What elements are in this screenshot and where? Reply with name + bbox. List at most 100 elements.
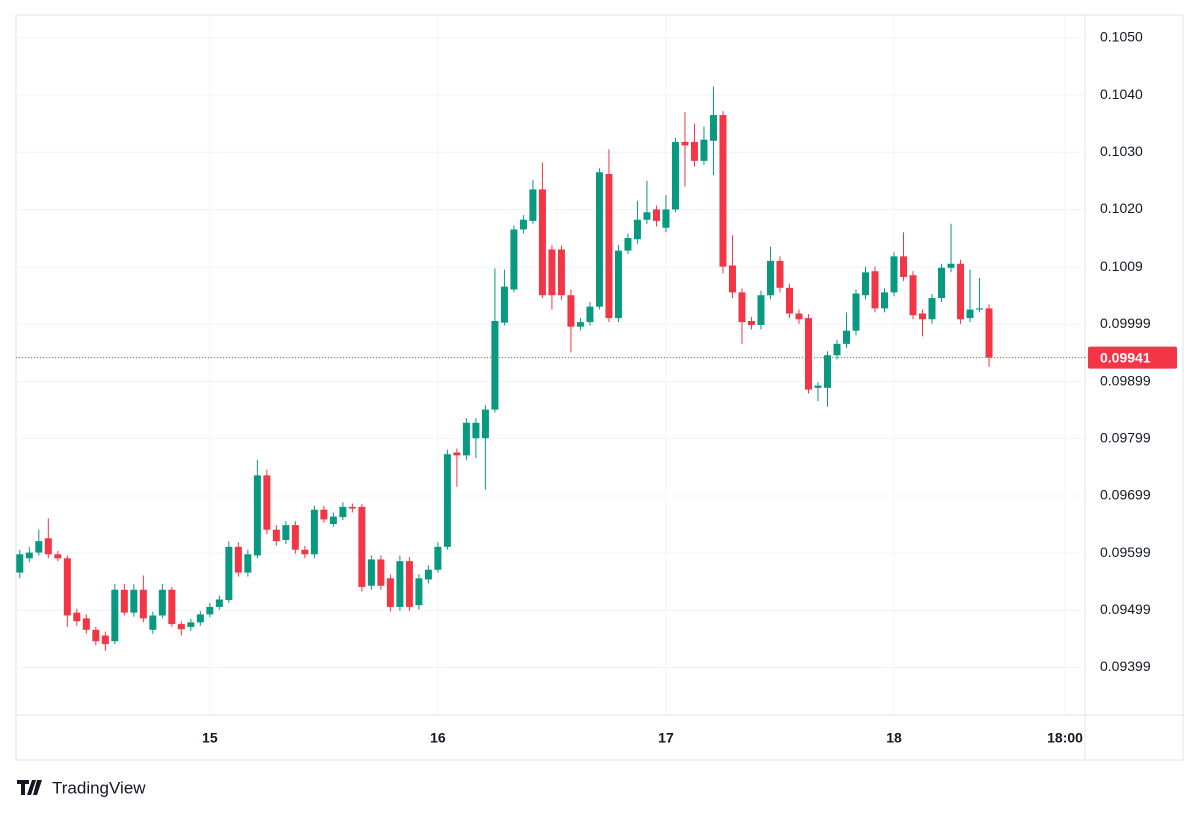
candle-body	[424, 569, 432, 580]
candle-body	[396, 561, 404, 607]
last-price-tag	[1088, 346, 1177, 369]
candle-body	[443, 454, 451, 547]
candle-body	[690, 141, 698, 161]
candle-body	[938, 267, 946, 299]
candle-body	[462, 422, 470, 456]
logo: TradingView	[17, 778, 146, 797]
candle-body	[82, 618, 90, 630]
candle-body	[890, 256, 898, 293]
candles	[16, 86, 1085, 651]
candle-body	[557, 249, 565, 296]
x-tick-label: 15	[202, 730, 218, 746]
candle-body	[985, 308, 993, 358]
candle-body	[244, 554, 252, 573]
candle-body	[947, 263, 955, 268]
candle-body	[177, 624, 185, 630]
candle-body	[652, 209, 660, 221]
candle-body	[54, 554, 62, 559]
candle-body	[567, 295, 575, 327]
candle-body	[405, 561, 413, 607]
candle-body	[709, 115, 717, 141]
x-tick-label: 18	[886, 730, 902, 746]
candle-body	[881, 292, 889, 309]
candle-body	[538, 189, 546, 296]
candle-body	[633, 219, 641, 240]
candle-body	[206, 606, 214, 615]
candle-body	[738, 292, 746, 323]
candle-body	[776, 260, 784, 288]
candle-body	[73, 612, 81, 622]
candle-body	[919, 313, 927, 320]
candle-body	[500, 286, 508, 323]
candle-body	[120, 589, 128, 613]
candle-body	[966, 309, 974, 319]
candle-body	[728, 265, 736, 293]
candle-body	[842, 330, 850, 344]
candle-body	[92, 629, 100, 642]
grid	[16, 15, 1085, 715]
candle-body	[861, 272, 869, 296]
candle-body	[234, 546, 242, 573]
candle-body	[747, 320, 755, 325]
y-tick-label: 0.09899	[1100, 372, 1151, 388]
candle-body	[833, 343, 841, 356]
candle-body	[491, 320, 499, 410]
candle-body	[766, 260, 774, 296]
candle-body	[700, 139, 708, 161]
candle-body	[529, 189, 537, 221]
candle-body	[101, 635, 109, 645]
axis-labels: 0.1050 0.1040 0.1030 0.1020 0.1009 0.09999 0.0…	[202, 29, 1177, 746]
candle-body	[291, 525, 299, 550]
candle-body	[595, 172, 603, 307]
y-tick-label: 0.09499	[1100, 601, 1151, 617]
last-price-label: 0.09941	[1100, 349, 1151, 365]
candle-body	[605, 173, 613, 319]
logo-icon	[17, 780, 42, 795]
candle-body	[510, 229, 518, 290]
candle-body	[44, 538, 52, 555]
candle-body	[386, 578, 394, 607]
candle-body	[900, 256, 908, 277]
y-tick-label: 0.09799	[1100, 429, 1151, 445]
chart-frame	[15, 14, 1184, 761]
y-tick-label: 0.1030	[1100, 143, 1143, 159]
candle-body	[348, 506, 356, 509]
candle-body	[320, 509, 328, 520]
candle-body	[928, 298, 936, 320]
candle-body	[852, 293, 860, 331]
x-tick-label: 16	[430, 730, 446, 746]
x-tick-label: 18:00	[1047, 730, 1083, 746]
y-tick-label: 0.09399	[1100, 658, 1151, 674]
candle-body	[614, 250, 622, 319]
candle-body	[16, 554, 24, 573]
candle-body	[576, 322, 584, 327]
candle-body	[814, 385, 822, 388]
candle-body	[225, 546, 233, 601]
candle-body	[63, 558, 71, 616]
candle-body	[871, 271, 879, 309]
brand-name: TradingView	[52, 778, 146, 797]
candle-body	[823, 355, 831, 388]
y-tick-label: 0.1009	[1100, 258, 1143, 274]
candle-body	[453, 452, 461, 456]
candle-body	[785, 287, 793, 314]
candle-body	[282, 525, 290, 540]
candle-body	[804, 318, 812, 390]
candle-body	[548, 249, 556, 296]
candle-body	[329, 516, 337, 524]
candle-body	[481, 409, 489, 439]
candle-body	[681, 141, 689, 146]
candle-body	[976, 308, 984, 310]
y-tick-label: 0.1020	[1100, 200, 1143, 216]
candle-body	[25, 552, 33, 559]
candle-body	[301, 549, 309, 555]
candle-body	[415, 578, 423, 606]
candle-body	[139, 589, 147, 619]
candle-body	[957, 263, 965, 320]
candle-body	[434, 546, 442, 570]
candle-body	[187, 622, 195, 627]
candle-body	[662, 209, 670, 228]
candle-body	[795, 313, 803, 320]
